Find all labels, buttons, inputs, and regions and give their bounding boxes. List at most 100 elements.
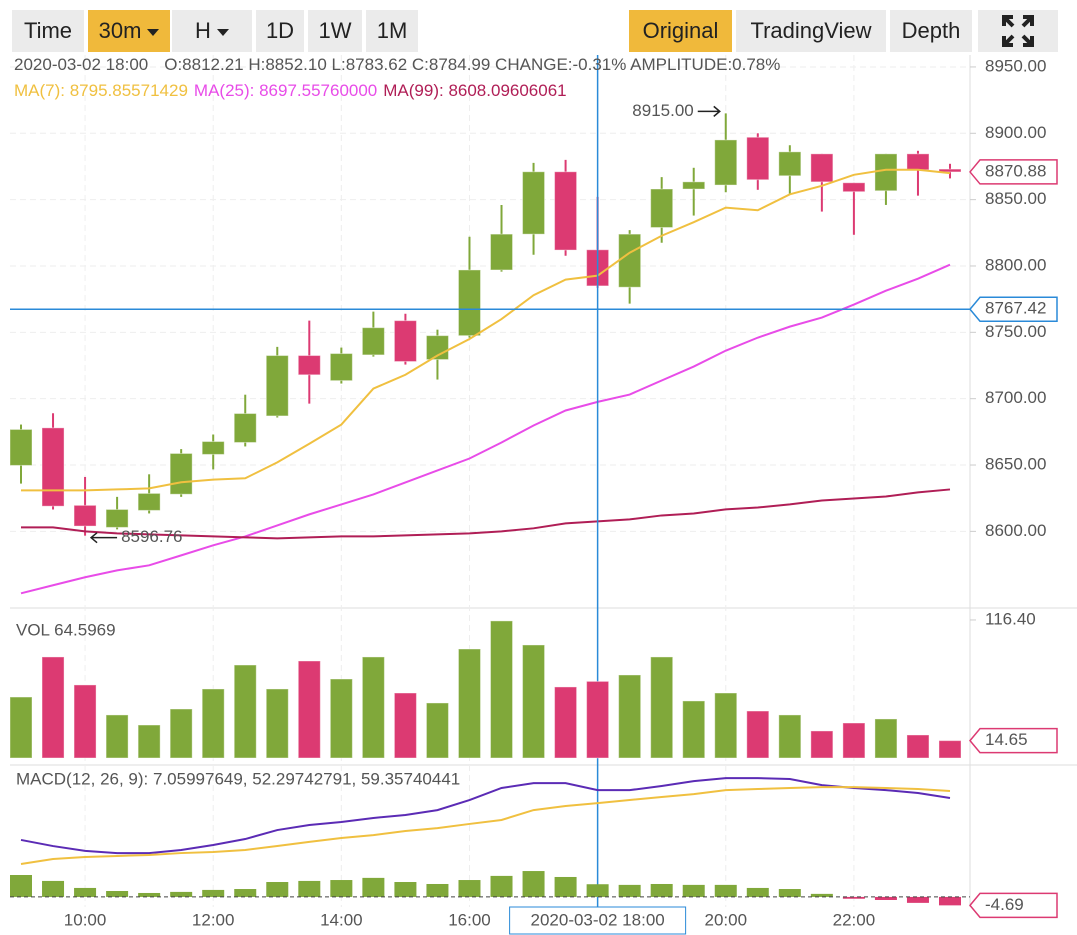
volume-bar: [361, 656, 385, 759]
volume-bar: [842, 722, 866, 759]
candle-body: [842, 182, 866, 193]
candle-body: [682, 181, 706, 190]
macd-histogram-bar: [874, 896, 897, 900]
ohlc-info: 2020-03-02 18:00 O:8812.21 H:8852.10 L:87…: [14, 55, 780, 74]
candle-body: [169, 452, 193, 495]
button-label: 1M: [376, 18, 408, 43]
macd-histogram-bar: [746, 887, 769, 897]
macd-histogram-bar: [138, 892, 161, 897]
toolbar-button[interactable]: TradingView: [736, 10, 886, 52]
dropdown-caret: [216, 28, 229, 36]
candle-body: [297, 355, 321, 376]
volume-bar: [105, 714, 129, 759]
toolbar-button[interactable]: 1W: [308, 10, 362, 52]
volume-bar: [425, 702, 449, 759]
candle-body: [810, 153, 834, 183]
button-label: 1W: [318, 18, 352, 43]
toolbar: Time 30m H 1D 1W 1M Original TradingView Depth: [0, 10, 1077, 52]
volume-bar: [938, 740, 962, 759]
macd-histogram-bar: [298, 880, 321, 897]
x-tick-label: 14:00: [320, 910, 363, 929]
x-tick-label: 20:00: [704, 910, 747, 929]
y-tick-label: 8650.00: [985, 455, 1046, 474]
volume-bar: [522, 644, 546, 759]
x-tick-label: 16:00: [448, 910, 491, 929]
toolbar-button[interactable]: Depth: [890, 10, 972, 52]
macd-histogram-bar: [394, 882, 417, 897]
annotation: 8915.00: [632, 101, 693, 120]
volume-bar: [73, 684, 97, 759]
price-tag-label: 14.65: [985, 730, 1028, 749]
volume-bar: [554, 686, 578, 759]
candle-body: [618, 233, 642, 288]
candle-body: [906, 153, 930, 171]
volume-bar: [457, 648, 481, 759]
candle-body: [73, 504, 97, 527]
candle-body: [554, 171, 578, 251]
volume-bar: [714, 692, 738, 759]
toolbar-button[interactable]: Original: [629, 10, 732, 52]
price-tag-label: 8767.42: [985, 299, 1046, 318]
candle-body: [778, 151, 802, 177]
toolbar-button[interactable]: 30m: [88, 10, 170, 52]
annotation-arrow: [89, 532, 118, 544]
expand-icon: [1002, 15, 1034, 47]
ma-line: [20, 263, 951, 595]
macd-histogram-bar: [714, 884, 737, 897]
volume-bar: [329, 678, 353, 759]
macd-histogram-bar: [234, 889, 257, 897]
macd-histogram-bar: [618, 884, 641, 897]
toolbar-button[interactable]: H: [172, 10, 252, 52]
candle-body: [201, 441, 225, 455]
volume-bar: [490, 620, 514, 759]
macd-histogram-bar: [906, 896, 929, 903]
button-label: 30m: [98, 18, 142, 43]
macd-histogram-bar: [202, 889, 225, 897]
volume-bar: [650, 656, 674, 759]
macd-histogram-bar: [458, 880, 481, 897]
y-tick-label: 8700.00: [985, 388, 1046, 407]
annotation: 8596.76: [121, 527, 182, 546]
macd-histogram-bar: [586, 884, 609, 897]
fullscreen-button[interactable]: [978, 10, 1058, 52]
macd-histogram-bar: [810, 893, 833, 897]
volume-bar: [393, 692, 417, 759]
volume-bar: [265, 688, 289, 759]
volume-bar: [746, 710, 770, 759]
macd-histogram-bar: [554, 876, 577, 897]
volume-bar: [682, 700, 706, 759]
volume-bar: [233, 664, 257, 759]
candle-body: [874, 153, 898, 192]
candle-body: [233, 413, 257, 443]
toolbar-button[interactable]: 1M: [366, 10, 418, 52]
volume-bar: [586, 680, 610, 759]
panel-title: VOL 64.5969: [16, 620, 116, 639]
macd-histogram-bar: [522, 871, 545, 897]
toolbar-button[interactable]: Time: [12, 10, 84, 52]
y-tick-label: 8750.00: [985, 322, 1046, 341]
button-label: Depth: [901, 18, 961, 43]
volume-bar: [137, 724, 161, 759]
volume-bar: [874, 718, 898, 759]
y-tick-label: 8800.00: [985, 255, 1046, 274]
macd-histogram-bar: [74, 887, 97, 897]
macd-histogram-bar: [650, 883, 673, 897]
price-tag: [969, 159, 1058, 185]
price-tag: [969, 296, 1058, 322]
annotation-arrow: [697, 105, 721, 117]
volume-bar: [810, 730, 834, 759]
x-tick-label: 10:00: [64, 910, 107, 929]
candle-body: [938, 168, 962, 173]
macd-histogram-bar: [170, 891, 193, 897]
volume-bar: [41, 656, 65, 759]
toolbar-button[interactable]: 1D: [256, 10, 304, 52]
macd-histogram-bar: [330, 880, 353, 897]
candle-body: [714, 139, 738, 186]
candle-body: [746, 136, 770, 181]
x-tick-label: 12:00: [192, 910, 235, 929]
info-date: 2020-03-02 18:00: [14, 55, 148, 74]
y-tick-label: 8950.00: [985, 56, 1046, 75]
info-values: O:8812.21 H:8852.10 L:8783.62 C:8784.99 …: [164, 55, 780, 74]
candle-body: [9, 428, 33, 466]
macd-histogram-bar: [426, 883, 449, 897]
